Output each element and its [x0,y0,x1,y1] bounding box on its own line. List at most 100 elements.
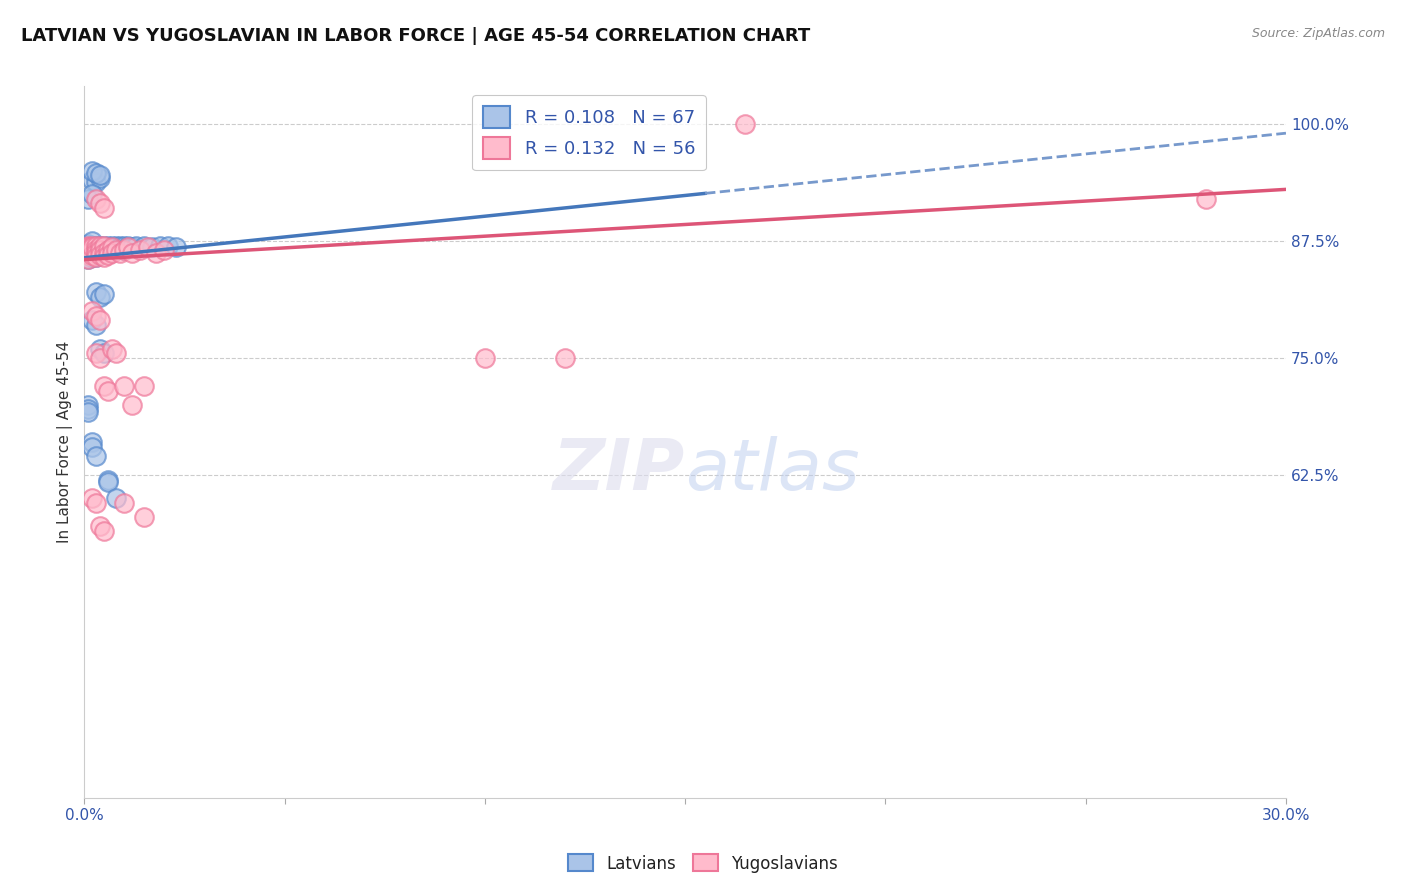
Point [77,252,100,266]
Point [84,175,107,189]
Point [93,244,115,258]
Point [112,496,135,510]
Point [89,290,111,304]
Point [101,246,124,260]
Point [77,238,100,252]
Point [82,187,104,202]
Point [84,165,107,179]
Point [110,238,132,252]
Point [145,246,167,260]
Point [157,238,180,252]
Point [121,246,143,260]
Point [77,405,100,419]
Point [110,246,132,260]
Point [121,398,143,412]
Point [82,313,104,327]
Point [89,196,111,211]
Point [134,379,156,393]
Point [97,244,120,258]
Point [84,238,107,252]
Point [84,238,107,252]
Point [89,342,111,356]
Point [153,244,176,258]
Point [97,244,120,258]
Point [93,246,115,260]
Point [82,250,104,264]
Point [165,240,187,254]
Point [97,384,120,398]
Point [89,351,111,365]
Point [77,398,100,412]
Point [77,240,100,254]
Point [82,248,104,262]
Point [84,250,107,264]
Legend: R = 0.108   N = 67, R = 0.132   N = 56: R = 0.108 N = 67, R = 0.132 N = 56 [472,95,706,170]
Point [77,192,100,206]
Point [82,244,104,258]
Point [93,287,115,301]
Point [77,238,100,252]
Point [89,244,111,258]
Point [97,248,120,262]
Point [105,491,128,506]
Point [82,440,104,454]
Point [554,351,576,365]
Point [101,238,124,252]
Point [93,524,115,538]
Point [77,252,100,266]
Point [149,238,172,252]
Point [89,519,111,533]
Point [84,248,107,262]
Point [84,244,107,258]
Point [105,244,128,258]
Point [84,450,107,464]
Point [89,313,111,327]
Point [97,473,120,487]
Point [112,244,135,258]
Point [117,238,139,252]
Point [112,238,135,252]
Point [84,346,107,360]
Point [121,240,143,254]
Point [82,238,104,252]
Point [84,244,107,258]
Point [89,246,111,260]
Point [77,402,100,417]
Point [474,351,496,365]
Point [101,240,124,254]
Point [117,240,139,254]
Point [105,244,128,258]
Point [77,240,100,254]
Point [93,240,115,254]
Point [89,244,111,258]
Text: Source: ZipAtlas.com: Source: ZipAtlas.com [1251,27,1385,40]
Point [89,238,111,252]
Point [82,304,104,318]
Point [82,246,104,260]
Point [125,238,148,252]
Point [77,244,100,258]
Point [93,346,115,360]
Text: atlas: atlas [685,436,859,505]
Point [89,171,111,186]
Point [84,285,107,300]
Point [82,491,104,506]
Point [134,510,156,524]
Point [84,318,107,333]
Point [77,248,100,262]
Point [84,246,107,260]
Point [77,236,100,251]
Point [82,173,104,187]
Point [105,238,128,252]
Point [134,238,156,252]
Point [77,248,100,262]
Point [82,234,104,248]
Point [93,201,115,215]
Text: ZIP: ZIP [553,436,685,505]
Point [89,240,111,254]
Point [101,342,124,356]
Point [82,163,104,178]
Y-axis label: In Labor Force | Age 45-54: In Labor Force | Age 45-54 [58,341,73,543]
Point [93,238,115,252]
Point [82,240,104,254]
